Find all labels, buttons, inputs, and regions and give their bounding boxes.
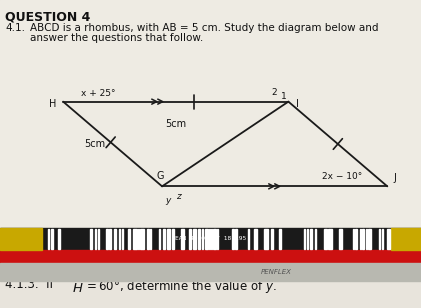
Bar: [0, 0, 421, 228]
Bar: [368, 229, 370, 249]
Bar: [140, 229, 144, 249]
Bar: [264, 229, 269, 249]
Text: y: y: [165, 196, 171, 205]
Bar: [150, 229, 151, 249]
Bar: [205, 229, 208, 249]
Bar: [198, 229, 200, 249]
Bar: [307, 229, 308, 249]
Bar: [360, 229, 361, 249]
Text: 5cm: 5cm: [165, 119, 187, 129]
Text: 2: 2: [272, 88, 277, 97]
Bar: [315, 229, 316, 249]
Bar: [387, 229, 389, 249]
Bar: [189, 229, 191, 249]
Bar: [209, 229, 210, 249]
Text: 2x − 10°: 2x − 10°: [322, 172, 362, 181]
Bar: [248, 229, 249, 249]
Bar: [353, 229, 354, 249]
Text: 4.1.3.  If: 4.1.3. If: [5, 278, 61, 291]
Text: I: I: [296, 99, 299, 109]
Text: 1: 1: [280, 92, 286, 101]
Text: 4.1.: 4.1.: [5, 23, 25, 33]
Bar: [122, 229, 123, 249]
Bar: [382, 229, 383, 249]
Text: $= 60°$, determine the value of $y$.: $= 60°$, determine the value of $y$.: [84, 278, 277, 295]
Bar: [325, 229, 327, 249]
Bar: [202, 229, 203, 249]
Bar: [119, 229, 120, 249]
Text: z: z: [176, 192, 181, 201]
Bar: [48, 229, 49, 249]
Text: G: G: [156, 171, 164, 181]
Text: EAN 40 07817 181195: EAN 40 07817 181195: [175, 237, 246, 241]
Bar: [391, 228, 421, 250]
Bar: [0, 250, 421, 263]
Bar: [211, 229, 212, 249]
Text: H: H: [49, 99, 57, 109]
Text: J: J: [394, 173, 397, 183]
Bar: [163, 229, 165, 249]
Bar: [355, 229, 357, 249]
Bar: [138, 229, 139, 249]
Text: x + 25°: x + 25°: [81, 89, 115, 98]
Bar: [0, 263, 421, 281]
Bar: [98, 229, 99, 249]
Bar: [304, 229, 306, 249]
Bar: [310, 229, 312, 249]
Bar: [235, 229, 237, 249]
Bar: [254, 229, 257, 249]
Bar: [328, 229, 332, 249]
Bar: [362, 229, 364, 249]
Text: answer the questions that follow.: answer the questions that follow.: [30, 33, 203, 43]
Bar: [0, 228, 421, 250]
Bar: [109, 229, 112, 249]
Bar: [213, 229, 216, 249]
Bar: [193, 229, 196, 249]
Bar: [94, 229, 96, 249]
Bar: [216, 229, 218, 249]
Bar: [181, 229, 184, 249]
Bar: [168, 229, 170, 249]
Text: QUESTION 4: QUESTION 4: [5, 10, 91, 23]
Text: PENFLEX: PENFLEX: [261, 269, 292, 275]
Bar: [133, 229, 137, 249]
Bar: [339, 229, 342, 249]
Bar: [172, 229, 174, 249]
Text: $\hat{H}$: $\hat{H}$: [72, 278, 84, 296]
Bar: [366, 229, 367, 249]
Bar: [90, 229, 93, 249]
Bar: [147, 229, 149, 249]
Bar: [378, 229, 380, 249]
Bar: [271, 229, 274, 249]
Bar: [114, 229, 116, 249]
Text: 5cm: 5cm: [84, 139, 105, 149]
Bar: [51, 229, 53, 249]
Bar: [159, 229, 160, 249]
Text: ABCD is a rhombus, with AB = 5 cm. Study the diagram below and: ABCD is a rhombus, with AB = 5 cm. Study…: [30, 23, 378, 33]
Bar: [0, 228, 42, 250]
Bar: [232, 229, 234, 249]
Bar: [128, 229, 130, 249]
